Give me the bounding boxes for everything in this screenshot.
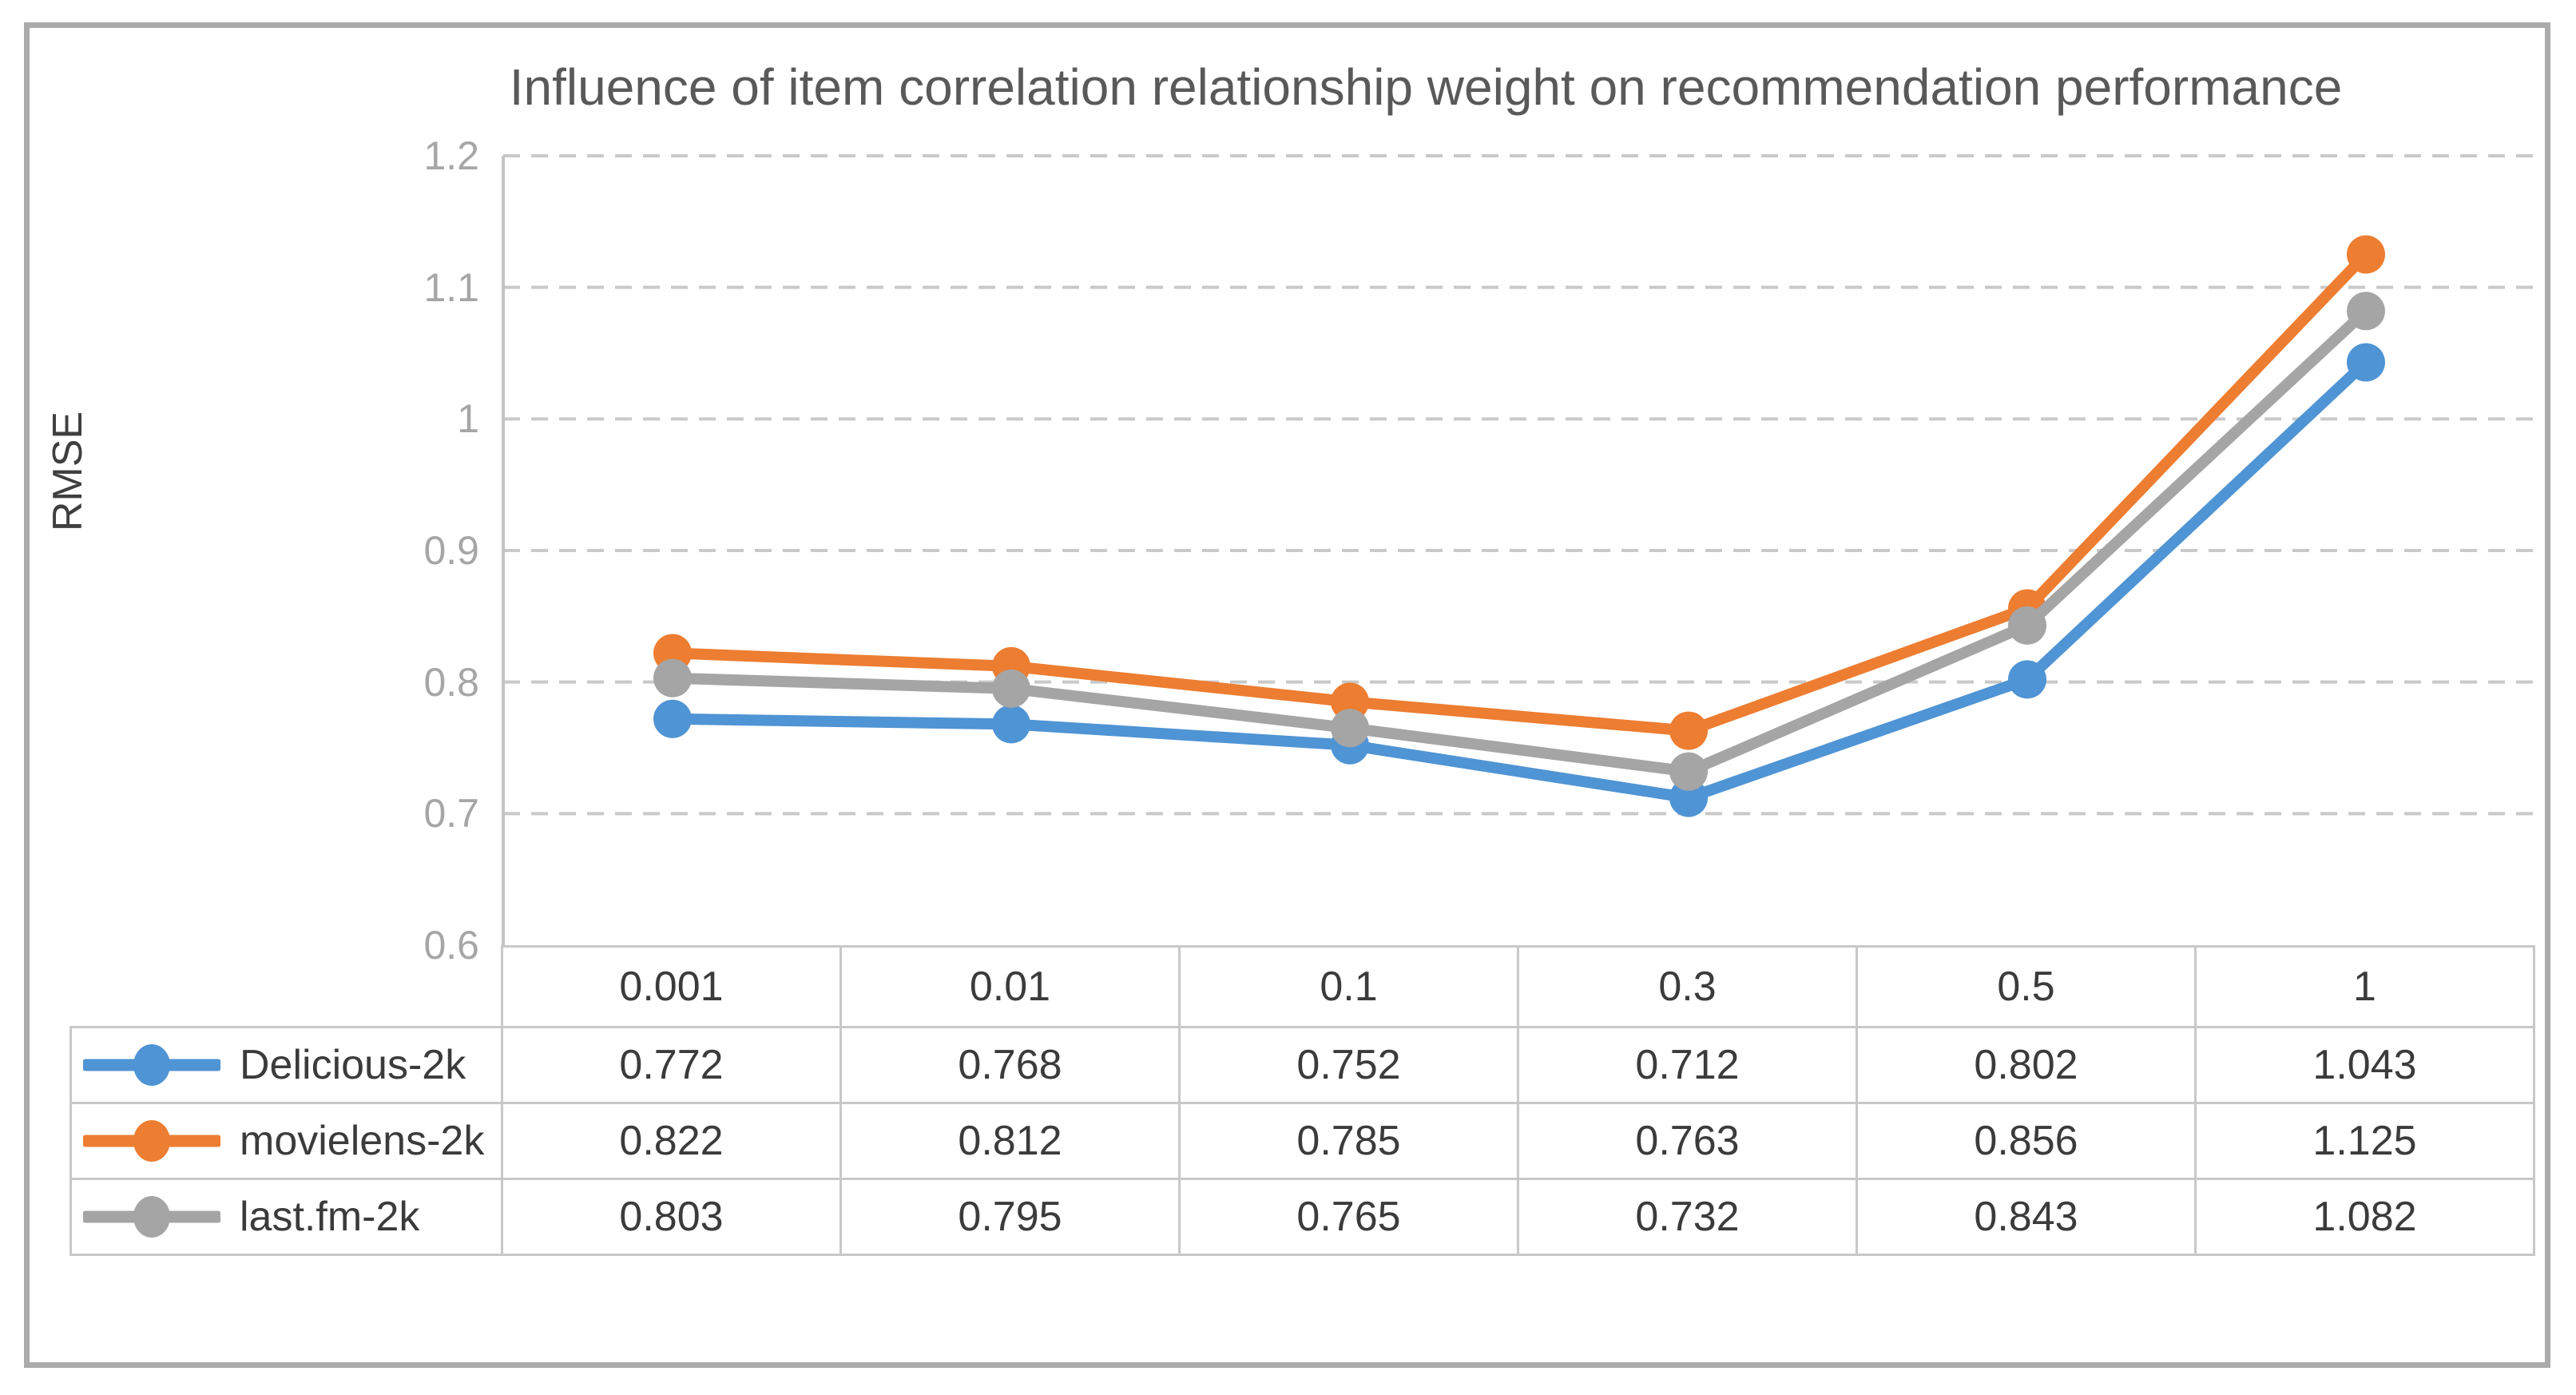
data-point-marker-last.fm-2k: [1669, 752, 1708, 791]
data-point-marker-last.fm-2k: [653, 658, 692, 698]
y-axis-tick-label: 0.7: [423, 791, 479, 837]
table-value-cell: 0.763: [1519, 1104, 1858, 1180]
legend-cell-last.fm-2k: last.fm-2k: [69, 1180, 503, 1256]
data-point-marker-Delicious-2k: [653, 699, 692, 738]
chart-title: Influence of item correlation relationsh…: [509, 58, 2343, 116]
table-value-cell: 1.125: [2197, 1104, 2535, 1180]
series-line-movielens-2k: [667, 248, 2372, 737]
table-value-cell: 0.803: [503, 1180, 842, 1256]
data-point-marker-Delicious-2k: [992, 705, 1030, 744]
y-axis-tick-label: 1: [457, 396, 479, 442]
series-marker-icon: [83, 1120, 220, 1162]
table-value-cell: 0.768: [842, 1028, 1181, 1104]
data-point-marker-movielens-2k: [2347, 235, 2385, 274]
series-name-label: Delicious-2k: [240, 1042, 466, 1088]
data-point-marker-last.fm-2k: [2347, 292, 2385, 331]
series-line-Delicious-2k: [667, 356, 2372, 804]
series-marker-icon: [83, 1196, 220, 1238]
data-point-marker-last.fm-2k: [2008, 606, 2046, 645]
data-point-marker-movielens-2k: [1331, 682, 1369, 721]
y-axis-tick-label: 0.9: [423, 528, 479, 573]
table-value-cell: 1.082: [2197, 1180, 2535, 1256]
y-axis-tick-label: 1.2: [423, 133, 479, 178]
series-line-last.fm-2k: [667, 305, 2372, 777]
series-name-label: movielens-2k: [240, 1118, 485, 1164]
table-header-cell: 0.5: [1858, 945, 2197, 1028]
data-point-marker-Delicious-2k: [1669, 778, 1708, 817]
table-header-cell: 0.01: [842, 945, 1181, 1028]
table-value-cell: 0.856: [1858, 1104, 2197, 1180]
table-header-cell: 0.3: [1519, 945, 1858, 1028]
table-value-cell: 0.822: [503, 1104, 842, 1180]
table-value-cell: 1.043: [2197, 1028, 2535, 1104]
legend-cell-Delicious-2k: Delicious-2k: [69, 1028, 503, 1104]
data-point-marker-Delicious-2k: [2008, 660, 2046, 699]
y-axis-tick-label: 1.1: [423, 264, 479, 310]
table-corner-cell: [69, 945, 503, 1028]
data-point-marker-last.fm-2k: [992, 669, 1030, 708]
table-header-cell: 0.001: [503, 945, 842, 1028]
outer-border: [24, 22, 2550, 1368]
table-value-cell: 0.712: [1519, 1028, 1858, 1104]
table-value-cell: 0.812: [842, 1104, 1181, 1180]
table-value-cell: 0.795: [842, 1180, 1181, 1256]
data-point-marker-last.fm-2k: [1331, 709, 1369, 748]
table-value-cell: 0.802: [1858, 1028, 2197, 1104]
y-axis-tick-label: 0.8: [423, 659, 479, 705]
table-value-cell: 0.772: [503, 1028, 842, 1104]
table-header-cell: 1: [2197, 945, 2535, 1028]
table-value-cell: 0.732: [1519, 1180, 1858, 1256]
series-marker-icon: [83, 1044, 220, 1086]
table-value-cell: 0.765: [1181, 1180, 1519, 1256]
chart-data-table: 0.001 0.01 0.1 0.3 0.5 1 Delicious-2k 0.772 0.76…: [69, 945, 2535, 1256]
table-value-cell: 0.752: [1181, 1028, 1519, 1104]
data-point-marker-movielens-2k: [1669, 711, 1708, 750]
data-point-marker-Delicious-2k: [2347, 343, 2385, 382]
table-value-cell: 0.785: [1181, 1104, 1519, 1180]
table-value-cell: 0.843: [1858, 1180, 2197, 1256]
y-axis-tick-label: 0.6: [423, 923, 479, 968]
series-name-label: last.fm-2k: [240, 1194, 420, 1240]
table-header-cell: 0.1: [1181, 945, 1519, 1028]
legend-cell-movielens-2k: movielens-2k: [69, 1104, 503, 1180]
